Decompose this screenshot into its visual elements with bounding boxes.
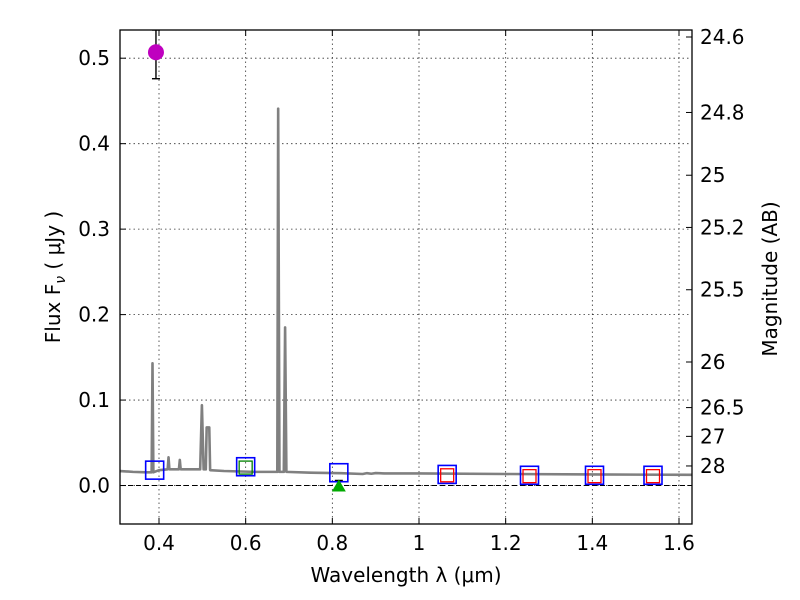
observed-flux-marker-3 — [587, 468, 602, 484]
y-tick-label-5: 0.5 — [78, 46, 110, 70]
mag-tick-label-4: 25.5 — [700, 278, 745, 302]
model-photometry-marker-3 — [437, 464, 457, 485]
mag-tick-label-7: 27 — [700, 424, 725, 448]
model-spectrum-line — [120, 107, 692, 477]
x-tick-label-4: 1.2 — [490, 531, 522, 555]
mag-tick-label-1: 24.8 — [700, 100, 745, 124]
y-axis-label-subscript: ν — [53, 276, 69, 284]
mag-tick-label-6: 26.5 — [700, 396, 745, 420]
x-tick-label-1: 0.6 — [230, 531, 262, 555]
mag-tick-label-8: 28 — [700, 454, 725, 478]
detection-marker — [147, 44, 164, 61]
x-tick-label-3: 1 — [413, 531, 426, 555]
y-tick-label-1: 0.1 — [78, 388, 110, 412]
model-photometry-marker-6 — [643, 465, 663, 486]
x-tick-label-0: 0.4 — [143, 531, 175, 555]
y2-axis-label: Magnitude (AB) — [758, 201, 782, 356]
y-tick-label-3: 0.3 — [78, 217, 110, 241]
x-tick-label-6: 1.6 — [663, 531, 695, 555]
x-tick-label-2: 0.8 — [316, 531, 348, 555]
y-axis-label-main: Flux F — [41, 284, 65, 343]
observed-flux-marker-4 — [645, 468, 661, 484]
model-photometry-marker-4 — [519, 465, 540, 486]
upper-limit-marker — [331, 479, 346, 492]
observed-flux-marker-0 — [238, 460, 253, 475]
plot-data — [120, 30, 692, 492]
grid-lines — [120, 30, 692, 524]
model-photometry-marker-1 — [235, 456, 256, 477]
model-photometry-marker-0 — [144, 460, 165, 480]
observed-flux-marker-1 — [440, 468, 455, 483]
model-photometry-marker-5 — [584, 465, 605, 486]
x-tick-label-5: 1.4 — [576, 531, 608, 555]
observed-flux-marker-2 — [522, 468, 537, 484]
y-tick-label-4: 0.4 — [78, 132, 110, 156]
axis-ticks: 0.4 0.6 0.8 1 1.2 1.4 1.6 0.0 0.1 0.2 0.3 0.4 0.5 24.… — [78, 25, 744, 555]
y-tick-label-2: 0.2 — [78, 303, 110, 327]
y-axis-label-unit: ( μJy ) — [41, 211, 65, 276]
mag-tick-label-3: 25.2 — [700, 215, 745, 239]
y-tick-label-0: 0.0 — [78, 474, 110, 498]
x-axis-label: Wavelength λ (μm) — [310, 563, 501, 587]
mag-tick-label-2: 25 — [700, 163, 725, 187]
mag-tick-label-5: 26 — [700, 350, 725, 374]
y-axis-label: Flux Fν ( μJy ) — [41, 211, 69, 343]
mag-tick-label-0: 24.6 — [700, 25, 745, 49]
plot-frame — [119, 29, 693, 525]
